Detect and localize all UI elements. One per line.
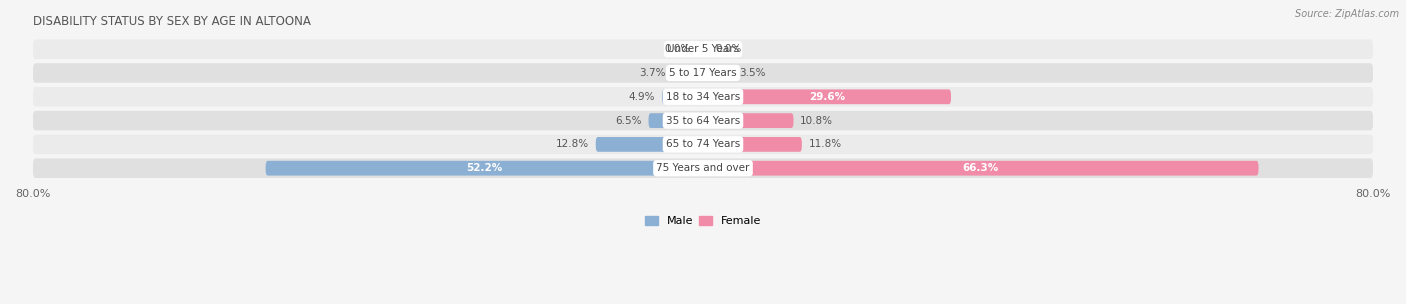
Text: 6.5%: 6.5% [616,116,641,126]
Text: Under 5 Years: Under 5 Years [666,44,740,54]
FancyBboxPatch shape [662,89,703,104]
Text: 3.7%: 3.7% [638,68,665,78]
Text: Source: ZipAtlas.com: Source: ZipAtlas.com [1295,9,1399,19]
Text: 66.3%: 66.3% [963,163,998,173]
FancyBboxPatch shape [703,137,801,152]
Text: 0.0%: 0.0% [716,44,742,54]
Legend: Male, Female: Male, Female [640,212,766,231]
Text: 12.8%: 12.8% [555,140,589,149]
FancyBboxPatch shape [32,63,1374,83]
FancyBboxPatch shape [32,40,1374,59]
FancyBboxPatch shape [703,113,793,128]
FancyBboxPatch shape [32,87,1374,107]
FancyBboxPatch shape [266,161,703,176]
Text: 10.8%: 10.8% [800,116,834,126]
FancyBboxPatch shape [703,89,950,104]
FancyBboxPatch shape [32,111,1374,130]
FancyBboxPatch shape [32,135,1374,154]
FancyBboxPatch shape [703,161,1258,176]
FancyBboxPatch shape [596,137,703,152]
FancyBboxPatch shape [648,113,703,128]
Text: 5 to 17 Years: 5 to 17 Years [669,68,737,78]
Text: DISABILITY STATUS BY SEX BY AGE IN ALTOONA: DISABILITY STATUS BY SEX BY AGE IN ALTOO… [32,15,311,28]
Text: 18 to 34 Years: 18 to 34 Years [666,92,740,102]
Text: 29.6%: 29.6% [808,92,845,102]
Text: 75 Years and over: 75 Years and over [657,163,749,173]
Text: 3.5%: 3.5% [740,68,765,78]
FancyBboxPatch shape [32,158,1374,178]
FancyBboxPatch shape [672,66,703,80]
Text: 52.2%: 52.2% [467,163,502,173]
Text: 11.8%: 11.8% [808,140,842,149]
Text: 65 to 74 Years: 65 to 74 Years [666,140,740,149]
FancyBboxPatch shape [703,66,733,80]
Text: 0.0%: 0.0% [664,44,690,54]
Text: 35 to 64 Years: 35 to 64 Years [666,116,740,126]
Text: 4.9%: 4.9% [628,92,655,102]
